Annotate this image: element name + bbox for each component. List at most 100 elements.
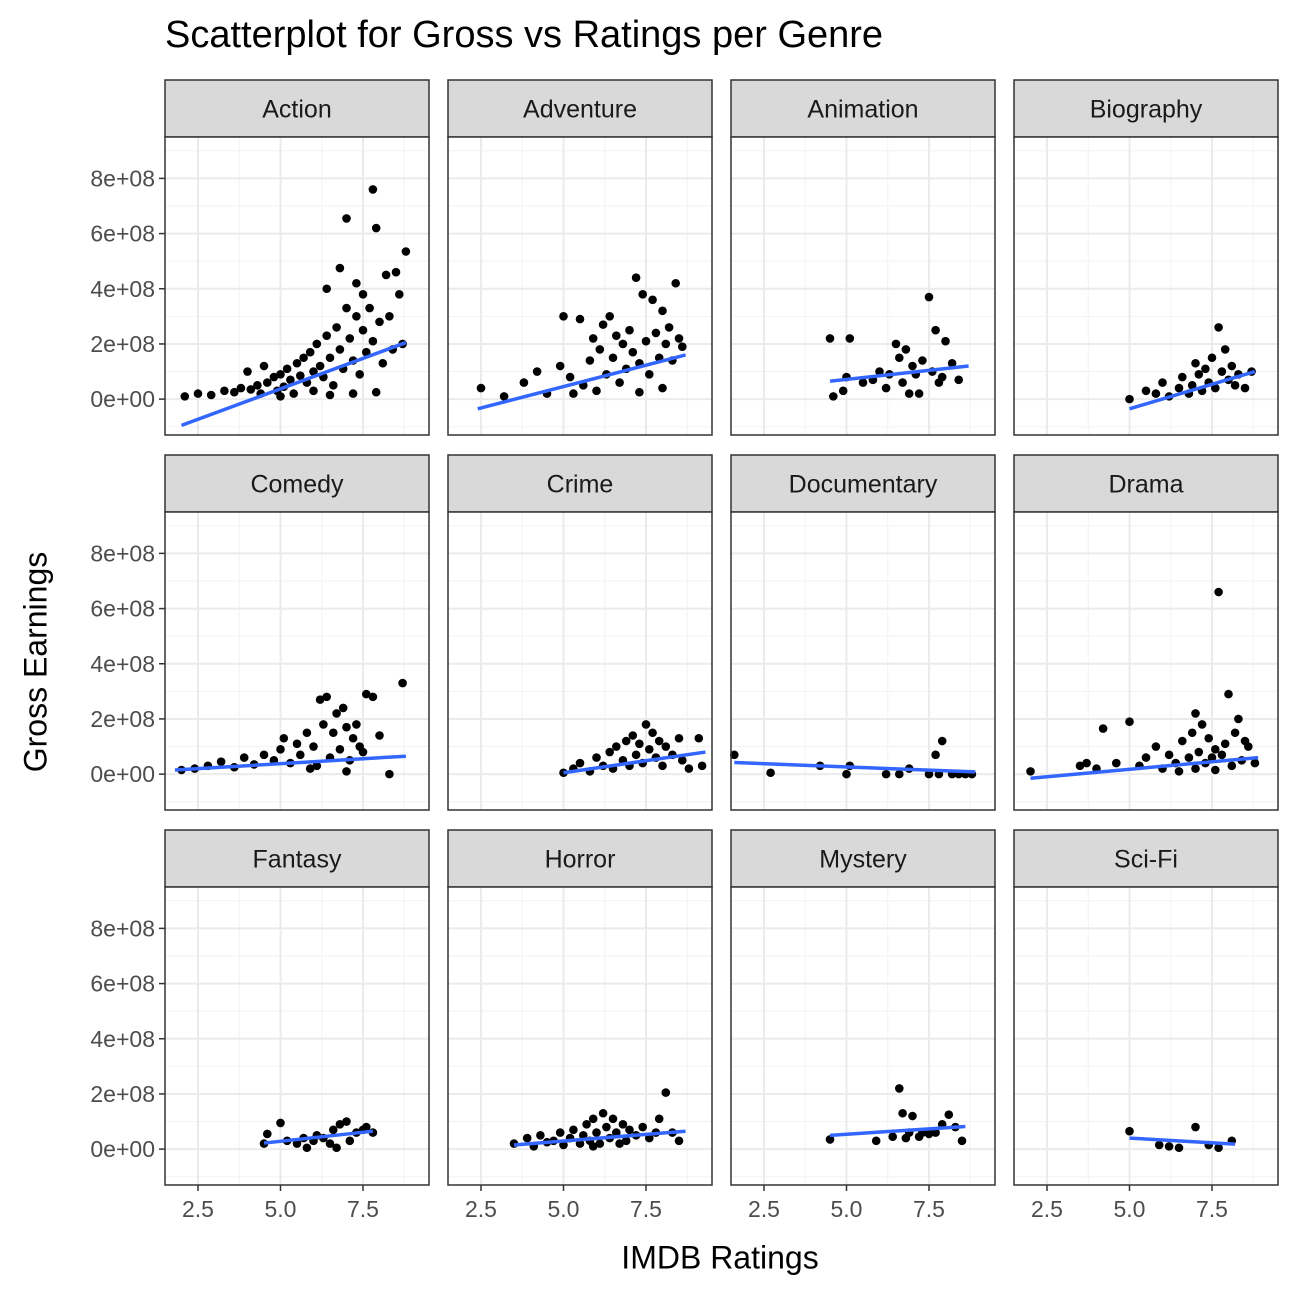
data-point: [654, 1114, 664, 1124]
fit-line: [1129, 369, 1256, 411]
data-point: [1194, 747, 1204, 757]
panel-background: [731, 137, 995, 435]
data-point: [645, 744, 654, 754]
data-point: [329, 728, 338, 738]
y-tick-label: 8e+08: [90, 540, 155, 566]
panel-border: [447, 886, 713, 1186]
data-point: [1214, 1143, 1223, 1153]
data-point: [220, 386, 229, 396]
data-point: [309, 742, 318, 751]
panel-background: [731, 512, 995, 810]
data-point: [914, 389, 924, 398]
data-point: [348, 733, 358, 743]
facet-panel-action: Action 0e+00 2e+08 4e+08 6e+08 8e+08: [90, 79, 430, 436]
fit-line: [263, 1129, 374, 1145]
data-point: [362, 347, 371, 357]
data-point: [957, 1136, 967, 1146]
panel-border: [1013, 136, 1279, 436]
facet-strip: [1013, 454, 1279, 513]
facet-panel-crime: Crime: [447, 454, 713, 811]
data-point: [1174, 383, 1184, 393]
data-point: [605, 312, 614, 321]
data-point: [193, 389, 203, 398]
data-point: [371, 223, 381, 233]
data-point: [1217, 367, 1227, 376]
data-point: [766, 768, 775, 778]
data-point: [352, 720, 361, 729]
data-point: [358, 325, 368, 335]
data-point: [259, 361, 269, 371]
fit-line: [513, 1129, 686, 1147]
facet-panel-adventure: Adventure: [447, 79, 713, 436]
data-point: [230, 387, 239, 397]
fit-line: [563, 750, 706, 775]
data-point: [332, 709, 341, 718]
data-point: [1211, 744, 1220, 754]
facet-panel-fantasy: Fantasy 0e+00 2e+08 4e+08 6e+08 8e+08 2.5 5.0 7.…: [90, 829, 430, 1222]
data-point: [368, 185, 378, 194]
data-point: [944, 1110, 954, 1119]
data-point: [358, 289, 368, 299]
data-point: [243, 367, 252, 376]
facet-panel-mystery: Mystery 2.5 5.0 7.5: [730, 829, 996, 1222]
data-point: [1204, 733, 1213, 743]
facet-strip-label: Comedy: [250, 471, 344, 499]
data-point: [631, 273, 641, 283]
data-point: [730, 750, 739, 760]
data-point: [315, 361, 325, 371]
data-point: [1191, 358, 1200, 368]
data-point: [575, 758, 585, 768]
data-point: [598, 1108, 608, 1118]
data-point: [901, 345, 911, 354]
data-point: [858, 378, 868, 387]
x-tick-label: 2.5: [1031, 1196, 1063, 1222]
data-point: [559, 312, 568, 321]
data-point: [319, 720, 328, 729]
facet-strip-label: Crime: [547, 471, 614, 499]
x-axis-title: IMDB Ratings: [621, 1239, 819, 1276]
data-point: [499, 392, 509, 401]
data-point: [1174, 767, 1184, 776]
data-point: [588, 1142, 598, 1151]
panel-border: [447, 511, 713, 811]
data-point: [395, 289, 404, 299]
data-point: [625, 1125, 634, 1135]
x-tick-label: 7.5: [1196, 1196, 1228, 1222]
data-point: [338, 703, 348, 713]
data-point: [1112, 758, 1121, 768]
data-point: [608, 1114, 618, 1124]
data-point: [385, 312, 394, 321]
x-tick-label: 2.5: [182, 1196, 214, 1222]
data-point: [674, 733, 684, 743]
data-point: [1174, 1143, 1184, 1153]
data-point: [1158, 378, 1167, 387]
data-point: [1191, 764, 1200, 773]
data-point: [1164, 1142, 1174, 1151]
x-tick-label: 7.5: [913, 1196, 945, 1222]
facet-strip: [164, 829, 430, 888]
data-point: [329, 1125, 338, 1135]
data-point: [391, 267, 401, 277]
data-point: [565, 372, 575, 382]
facet-strip: [1013, 829, 1279, 888]
data-point: [282, 364, 292, 374]
y-tick-label: 6e+08: [90, 221, 155, 247]
data-point: [352, 312, 361, 321]
data-point: [269, 372, 279, 382]
panel-background: [165, 137, 429, 435]
data-point: [592, 1128, 601, 1137]
data-point: [1240, 383, 1250, 393]
fit-line: [829, 364, 969, 383]
data-point: [881, 383, 891, 393]
data-point: [678, 342, 687, 352]
panel-border: [1013, 511, 1279, 811]
data-point: [1151, 389, 1161, 398]
data-point: [658, 761, 667, 771]
facet-panel-biography: Biography: [1013, 79, 1279, 436]
data-point: [592, 386, 601, 396]
y-tick-label: 4e+08: [90, 1026, 155, 1052]
data-point: [891, 339, 901, 349]
data-point: [1141, 386, 1151, 396]
facet-strip-label: Sci-Fi: [1114, 846, 1178, 874]
data-point: [895, 769, 904, 779]
